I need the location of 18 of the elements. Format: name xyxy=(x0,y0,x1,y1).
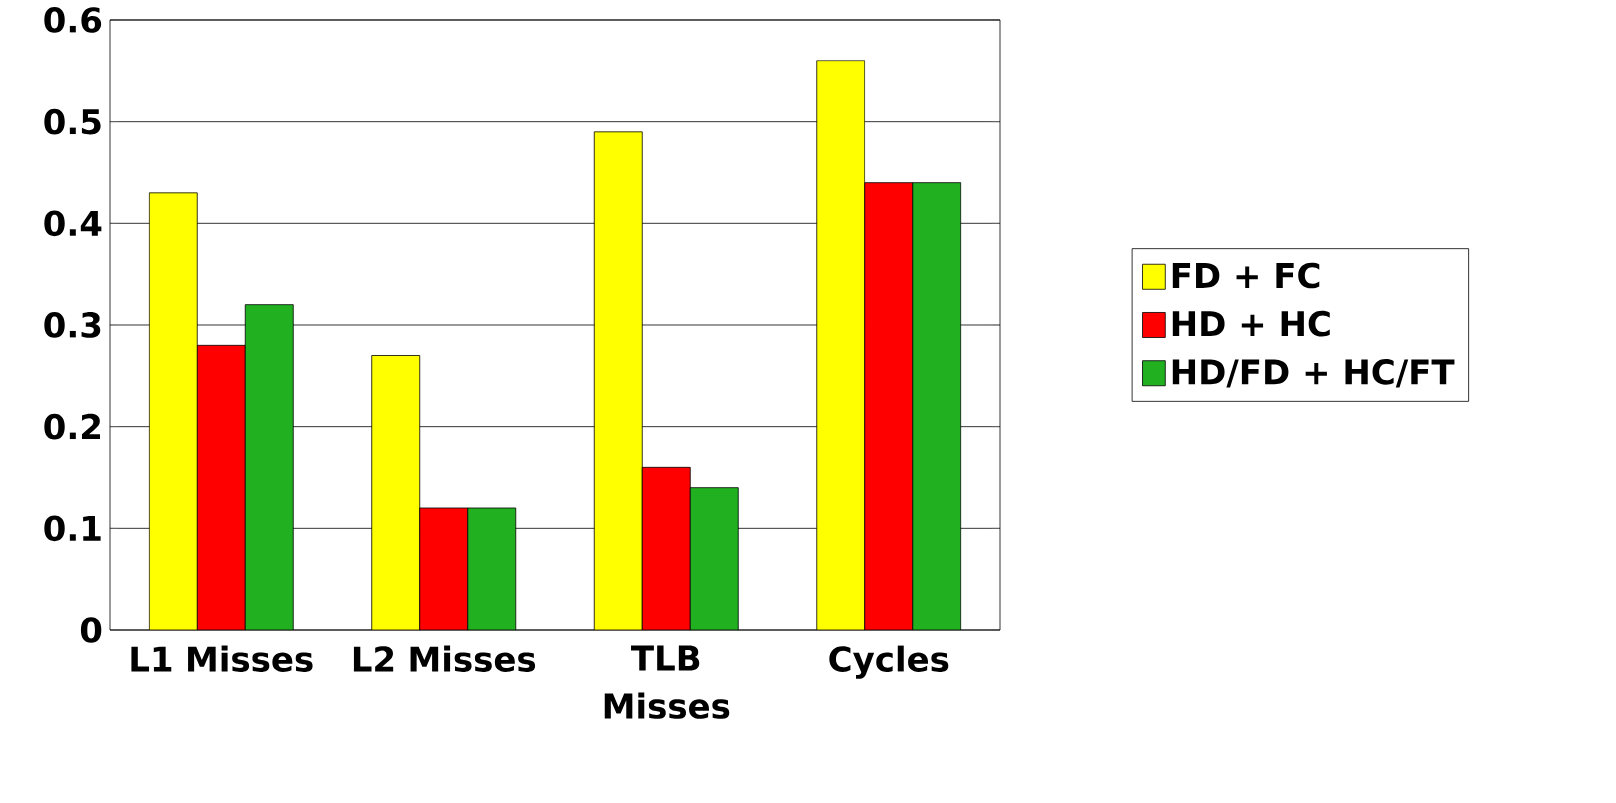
x-tick-label: Cycles xyxy=(829,645,949,679)
x-tick-label: L1 Misses xyxy=(131,645,313,672)
bar xyxy=(912,182,962,630)
y-tick-label: 0.3 xyxy=(44,312,101,338)
y-tick-label: 0.1 xyxy=(44,515,101,542)
legend-label: FD + FC xyxy=(1172,262,1320,289)
y-tick-label: 0.2 xyxy=(44,413,100,440)
bar xyxy=(689,487,739,630)
bar xyxy=(244,304,294,630)
legend-label: HD/FD + HC/FT xyxy=(1172,359,1455,388)
y-tick-label: 0.5 xyxy=(44,108,101,135)
y-tick-label: 0 xyxy=(80,617,102,643)
x-tick-label: TLB Misses xyxy=(604,645,730,719)
bar xyxy=(467,507,517,630)
legend-label: HD + HC xyxy=(1172,310,1330,337)
y-tick-label: 0.6 xyxy=(44,7,102,33)
y-tick-label: 0.4 xyxy=(44,210,102,237)
x-tick-label: L2 Misses xyxy=(353,645,536,672)
